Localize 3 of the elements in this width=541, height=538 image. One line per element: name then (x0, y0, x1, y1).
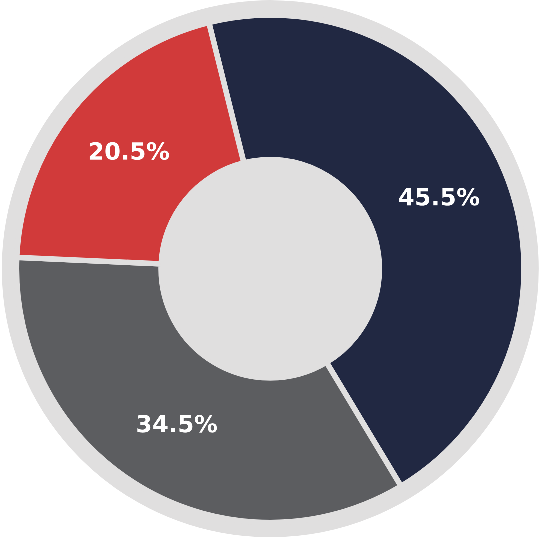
data-label: 45.5% (399, 188, 480, 206)
data-label: 20.5% (90, 142, 170, 160)
data-label: 34.5% (138, 414, 218, 433)
